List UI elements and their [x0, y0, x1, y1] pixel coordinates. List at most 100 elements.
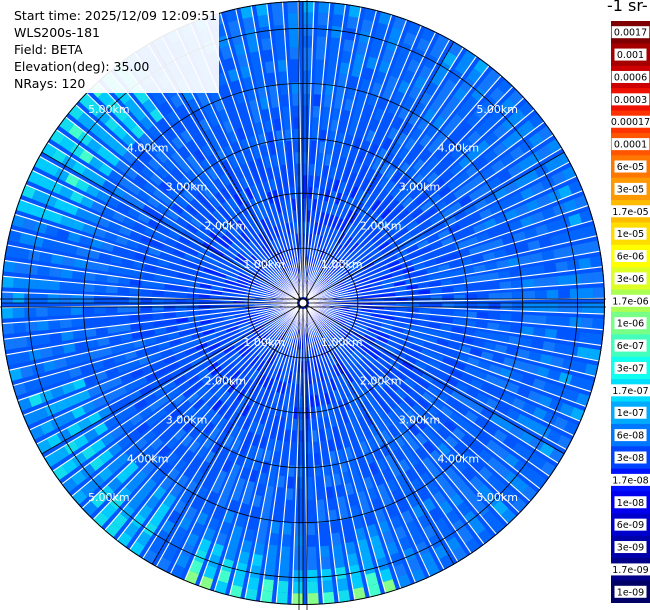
ppi-gate [402, 215, 415, 227]
ppi-gate [252, 384, 261, 397]
ppi-gate [217, 205, 229, 217]
ppi-gate [160, 414, 174, 428]
ppi-gate [329, 166, 337, 180]
ppi-gate [233, 193, 244, 206]
ppi-gate [568, 273, 582, 285]
ppi-gate [334, 230, 343, 243]
ppi-gate [303, 12, 314, 25]
ppi-gate [326, 252, 334, 264]
ppi-gate [444, 467, 459, 482]
ppi-gate [395, 474, 408, 488]
ppi-gate [392, 449, 405, 463]
ppi-gate [291, 372, 296, 384]
ppi-gate [179, 175, 193, 188]
ppi-gate [326, 72, 336, 85]
ppi-gate [347, 285, 359, 291]
ppi-gate [339, 62, 350, 75]
ppi-gate [222, 378, 234, 390]
ppi-gate [166, 110, 180, 125]
ppi-gate [77, 112, 93, 128]
ppi-gate [347, 354, 358, 366]
ppi-gate [385, 541, 399, 556]
ppi-gate [133, 221, 147, 233]
ppi-gate [4, 244, 18, 258]
ppi-gate [184, 346, 197, 355]
ppi-gate [342, 271, 353, 280]
ppi-gate [359, 465, 370, 479]
ppi-gate [209, 196, 221, 208]
ppi-gate [354, 230, 365, 242]
azimuth-gridline [41, 151, 304, 304]
ppi-gate [265, 243, 274, 255]
ppi-gate [369, 535, 382, 549]
ppi-gate [259, 262, 270, 272]
ppi-gate [346, 553, 359, 567]
ppi-gate [343, 324, 355, 332]
ppi-gate [85, 260, 98, 271]
ppi-gate [310, 222, 315, 234]
ppi-gate [229, 226, 240, 238]
ppi-gate [378, 11, 392, 26]
ppi-gate [344, 341, 355, 352]
range-ring-label: 2.00km [360, 375, 402, 388]
ppi-gate [344, 27, 357, 41]
ppi-gate [28, 393, 43, 408]
ppi-gate [289, 383, 295, 396]
ppi-gate [234, 286, 247, 291]
ppi-gate [441, 170, 455, 184]
ppi-gate [166, 361, 179, 372]
ppi-gate [367, 328, 379, 335]
ppi-gate [60, 268, 73, 279]
ppi-gate [314, 71, 324, 84]
ppi-gate [419, 133, 432, 148]
ppi-gate [213, 325, 226, 332]
ppi-gate [312, 234, 317, 246]
azimuth-gridline [302, 151, 565, 304]
ppi-gate [210, 440, 222, 454]
ppi-gate [314, 476, 323, 489]
ppi-gate [334, 413, 343, 426]
ppi-gate [372, 172, 384, 185]
ppi-gate [257, 386, 266, 399]
ppi-gate [449, 492, 464, 508]
ppi-gate [275, 356, 283, 369]
ppi-gate [124, 461, 139, 476]
ppi-gate [281, 534, 291, 547]
ppi-gate [182, 228, 195, 240]
ppi-gate [405, 152, 418, 166]
colorbar-label-bg [611, 115, 650, 128]
ppi-gate [198, 118, 211, 132]
ppi-gate [570, 407, 585, 422]
ppi-gate [358, 30, 371, 44]
ppi-gate [119, 333, 133, 342]
ppi-gate [282, 223, 288, 236]
ppi-gate [107, 442, 123, 457]
ppi-gate [423, 342, 436, 351]
ppi-gate [157, 444, 171, 459]
ppi-gate [362, 337, 374, 347]
ppi-gate [249, 320, 261, 327]
ppi-gate [369, 321, 382, 327]
ppi-gate [214, 163, 226, 177]
ppi-gate [355, 346, 367, 357]
ppi-gate [94, 316, 107, 325]
ppi-gate [375, 22, 389, 37]
colorbar-label-bg [614, 541, 647, 554]
ppi-gate [338, 332, 349, 342]
ppi-gate [208, 182, 220, 195]
ppi-gate [332, 257, 342, 268]
ppi-gate [403, 96, 416, 111]
ppi-gate [389, 265, 402, 273]
ppi-gate [222, 362, 234, 373]
ppi-gate [140, 288, 153, 296]
ppi-gate [533, 327, 546, 338]
ppi-gate [227, 245, 239, 256]
ppi-gate [412, 338, 425, 347]
ppi-gate [356, 390, 367, 403]
ppi-gate [315, 371, 320, 384]
ppi-gate [216, 34, 230, 49]
ppi-gate [351, 406, 361, 419]
ppi-gate [322, 331, 331, 342]
info-box: Start time: 2025/12/09 12:09:51 WLS200s-… [12, 6, 220, 93]
ppi-gate [519, 139, 535, 154]
